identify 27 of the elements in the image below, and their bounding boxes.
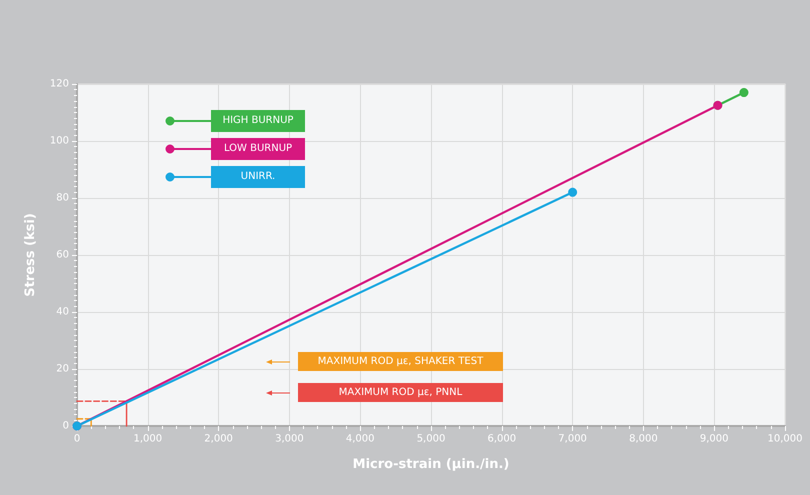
y-tick-label: 120	[50, 78, 69, 90]
y-axis-title: Stress (ksi)	[23, 213, 38, 297]
legend-label: HIGH BURNUP	[222, 115, 294, 127]
x-tick-label: 9,000	[700, 434, 729, 444]
x-tick-label: 2,000	[204, 434, 233, 444]
x-tick-label: 6,000	[487, 434, 516, 444]
x-tick-label: 1,000	[133, 434, 162, 444]
x-tick-label: 7,000	[558, 434, 587, 444]
y-tick-label: 0	[62, 420, 69, 432]
y-tick-label: 20	[56, 364, 69, 374]
x-tick-label: 8,000	[629, 434, 658, 444]
x-tick-label: 10,000	[768, 434, 802, 444]
x-tick-label: 0	[74, 434, 80, 444]
y-tick-label: 60	[56, 250, 69, 260]
point	[739, 88, 748, 98]
x-tick-label: 5,000	[416, 434, 446, 444]
legend-label: LOW BURNUP	[222, 143, 294, 155]
x-tick-label: 3,000	[275, 434, 304, 444]
y-tick-label: 40	[56, 306, 69, 318]
x-axis-title: Micro-strain (µin./in.)	[352, 457, 510, 472]
x-tick-label: 4,000	[346, 434, 375, 444]
annotation: MAXIMUM ROD με, PNNL	[338, 387, 464, 398]
y-tick-label: 80	[56, 192, 69, 204]
annotation: MAXIMUM ROD με, SHAKER TEST	[316, 356, 484, 367]
point	[568, 188, 578, 197]
text: UNIRR.	[240, 171, 276, 183]
y-tick-label: 100	[50, 136, 69, 146]
